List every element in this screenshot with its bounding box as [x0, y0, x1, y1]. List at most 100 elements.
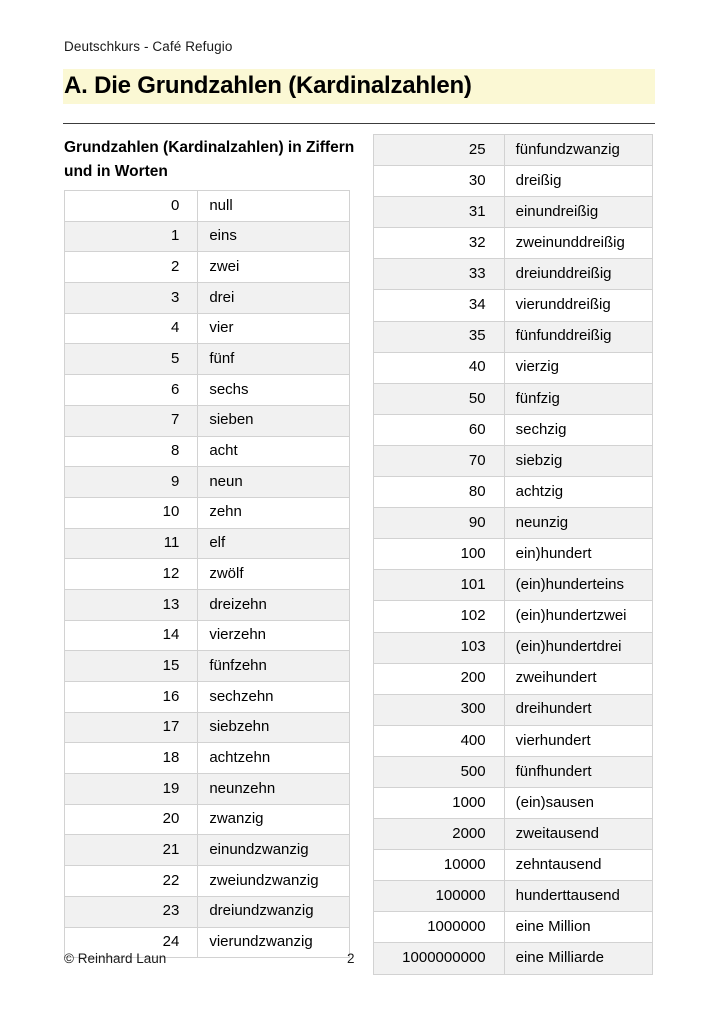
cell-digits: 15	[63, 650, 199, 682]
cell-digits: 70	[373, 444, 505, 478]
cell-digits: 19	[63, 773, 199, 805]
cell-words: dreißig	[503, 165, 654, 198]
cell-digits: 1000000000	[373, 942, 505, 975]
table-row: 0 null	[63, 190, 350, 222]
cell-digits: 0	[63, 190, 199, 222]
table-row: 500 fünfhundert	[373, 755, 654, 788]
table-row: 10000 zehntausend	[373, 849, 654, 882]
table-row: 17 siebzehn	[63, 711, 350, 744]
cell-digits: 14	[63, 619, 199, 652]
cell-digits: 1000	[373, 786, 505, 820]
cell-digits: 4	[63, 312, 199, 345]
cell-words: einundreißig	[503, 196, 654, 229]
cell-words: zwölf	[197, 558, 350, 590]
cell-digits: 13	[63, 588, 199, 621]
cell-words: dreiundzwanzig	[197, 895, 350, 928]
numbers-table-left-body: 0 null 1 eins 2 zwei 3 drei 4 vier 5 fünf 6 sechs 7 sie…	[63, 190, 350, 959]
table-row: 33 dreiunddreißig	[373, 258, 654, 291]
cell-digits: 400	[373, 724, 505, 757]
table-row: 10 zehn	[63, 496, 350, 529]
table-row: 300 dreihundert	[373, 693, 654, 726]
table-row: 6 sechs	[63, 374, 350, 406]
cell-words: (ein)hunderteins	[503, 569, 654, 602]
cell-words: fünfhundert	[503, 755, 654, 788]
table-row: 21 einundzwanzig	[63, 834, 350, 867]
footer-page-number: 2	[347, 951, 355, 966]
cell-digits: 34	[373, 289, 505, 322]
cell-digits: 30	[373, 165, 505, 198]
table-row: 90 neunzig	[373, 507, 654, 540]
cell-words: achtzig	[503, 476, 654, 509]
numbers-table-left: 0 null 1 eins 2 zwei 3 drei 4 vier 5 fünf 6 sechs 7 sie…	[63, 190, 350, 959]
cell-digits: 7	[63, 404, 199, 437]
table-row: 22 zweiundzwanzig	[63, 865, 350, 897]
cell-words: neun	[197, 466, 350, 498]
cell-digits: 20	[63, 803, 199, 836]
cell-digits: 18	[63, 742, 199, 775]
cell-words: dreizehn	[197, 588, 350, 621]
cell-digits: 33	[373, 258, 505, 291]
cell-digits: 3	[63, 282, 199, 314]
table-row: 50 fünfzig	[373, 382, 654, 415]
cell-words: vierzig	[503, 351, 654, 384]
table-row: 9 neun	[63, 466, 350, 498]
cell-digits: 101	[373, 569, 505, 602]
cell-words: (ein)hundertdrei	[503, 631, 654, 664]
cell-words: siebzehn	[197, 711, 350, 744]
cell-words: zweinunddreißig	[503, 227, 654, 260]
cell-digits: 32	[373, 227, 505, 260]
cell-digits: 31	[373, 196, 505, 229]
table-row: 34 vierunddreißig	[373, 289, 654, 322]
cell-digits: 21	[63, 834, 199, 867]
cell-words: eine Million	[503, 911, 654, 944]
cell-digits: 6	[63, 374, 199, 406]
cell-digits: 24	[63, 926, 199, 959]
footer-copyright: © Reinhard Laun	[64, 951, 167, 966]
cell-words: neunzig	[503, 507, 654, 540]
cell-words: zweihundert	[503, 662, 654, 695]
cell-digits: 17	[63, 711, 199, 744]
cell-digits: 2	[63, 251, 199, 284]
cell-words: fünfzig	[503, 382, 654, 415]
cell-digits: 100	[373, 538, 505, 571]
table-row: 1000000000 eine Milliarde	[373, 942, 654, 975]
cell-words: eins	[197, 220, 350, 253]
table-row: 1000 (ein)sausen	[373, 786, 654, 820]
table-row: 8 acht	[63, 435, 350, 468]
cell-words: vierundzwanzig	[197, 926, 350, 959]
table-row: 2000 zweitausend	[373, 818, 654, 851]
cell-words: elf	[197, 527, 350, 560]
horizontal-divider	[63, 123, 655, 124]
cell-words: ein)hundert	[503, 538, 654, 571]
course-header: Deutschkurs - Café Refugio	[64, 39, 233, 54]
page-title: A. Die Grundzahlen (Kardinalzahlen)	[64, 72, 472, 99]
cell-words: vierhundert	[503, 724, 654, 757]
table-row: 102 (ein)hundertzwei	[373, 600, 654, 633]
table-row: 20 zwanzig	[63, 803, 350, 836]
cell-words: sechzig	[503, 413, 654, 446]
cell-words: null	[197, 190, 350, 222]
cell-digits: 10000	[373, 849, 505, 882]
table-row: 60 sechzig	[373, 413, 654, 446]
table-row: 25 fünfundzwanzig	[373, 133, 654, 167]
table-row: 19 neunzehn	[63, 773, 350, 805]
table-row: 24 vierundzwanzig	[63, 926, 350, 959]
table-row: 11 elf	[63, 527, 350, 560]
cell-words: achtzehn	[197, 742, 350, 775]
table-caption: Grundzahlen (Kardinalzahlen) in Ziffern …	[64, 139, 355, 180]
table-row: 103 (ein)hundertdrei	[373, 631, 654, 664]
cell-digits: 500	[373, 755, 505, 788]
cell-words: sieben	[197, 404, 350, 437]
cell-words: vierzehn	[197, 619, 350, 652]
table-row: 18 achtzehn	[63, 742, 350, 775]
cell-digits: 1	[63, 220, 199, 253]
cell-words: vierunddreißig	[503, 289, 654, 322]
cell-digits: 12	[63, 558, 199, 590]
cell-digits: 100000	[373, 880, 505, 913]
cell-digits: 60	[373, 413, 505, 446]
table-row: 15 fünfzehn	[63, 650, 350, 682]
table-row: 5 fünf	[63, 343, 350, 376]
cell-words: sechzehn	[197, 681, 350, 713]
cell-words: zwei	[197, 251, 350, 284]
